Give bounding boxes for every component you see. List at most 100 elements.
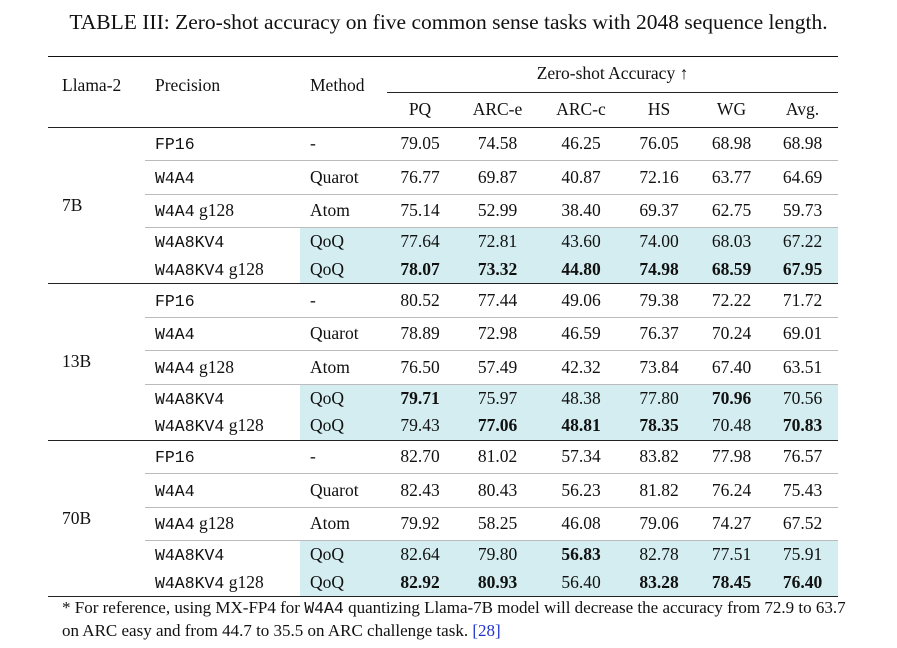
value-cell: 76.77 — [385, 160, 455, 194]
column-header: HS — [622, 93, 696, 128]
value-cell: 70.83 — [767, 412, 839, 441]
table-row: W4A4 Quarot 82.43 80.43 56.23 81.82 76.24 75.43 — [48, 473, 839, 507]
method-cell: Quarot — [300, 473, 385, 507]
table-row: 70B FP16 - 82.70 81.02 57.34 83.82 77.98 76.57 — [48, 440, 838, 597]
table-row: W4A8KV4 g128 QoQ 79.43 77.06 48.81 78.35 70.48… — [48, 412, 839, 441]
value-cell: 69.87 — [455, 160, 540, 194]
precision-code: W4A8KV4 — [155, 546, 225, 566]
value-cell: 79.05 — [400, 133, 440, 154]
value-cell: 40.87 — [540, 160, 622, 194]
method-cell: QoQ — [300, 255, 385, 284]
value-cell: 78.45 — [696, 568, 767, 597]
value-cell: 62.75 — [696, 193, 767, 228]
value-cell: 81.02 — [477, 446, 518, 467]
value-cell: 57.49 — [455, 350, 540, 384]
value-cell: 76.57 — [782, 446, 823, 467]
value-cell: 80.93 — [455, 568, 540, 597]
precision-cell: W4A4 — [145, 160, 300, 194]
header-row: PQ ARC-e ARC-c HS WG Avg. — [48, 93, 839, 128]
precision-suffix: g128 — [198, 513, 234, 534]
value-cell: 82.92 — [385, 568, 455, 597]
value-cell: 56.40 — [540, 568, 622, 597]
method-cell: - — [310, 289, 316, 310]
precision-cell: W4A4 — [145, 316, 300, 351]
table-row: W4A4 Quarot 76.77 69.87 40.87 72.16 63.77 64.69 — [48, 160, 839, 194]
value-cell: 58.25 — [455, 506, 540, 541]
value-cell: 46.08 — [540, 506, 622, 541]
table-row: W4A8KV4 g128 QoQ 78.07 73.32 44.80 74.98 68.59… — [48, 255, 839, 284]
value-cell: 48.81 — [540, 412, 622, 441]
value-cell: 68.98 — [711, 133, 752, 154]
column-header: ARC-e — [455, 93, 540, 128]
precision-code: W4A4 — [155, 481, 195, 501]
footnote-code: W4A4 — [304, 599, 344, 618]
method-cell: Atom — [300, 193, 385, 228]
value-cell: 76.40 — [767, 568, 839, 597]
value-cell: 77.51 — [696, 540, 767, 569]
value-cell: 78.07 — [385, 255, 455, 284]
value-cell: 76.24 — [696, 473, 767, 507]
value-cell: 63.77 — [696, 160, 767, 194]
value-cell: 67.40 — [696, 350, 767, 384]
value-cell: 74.58 — [477, 133, 518, 154]
precision-suffix: g128 — [228, 258, 264, 279]
precision-code: W4A8KV4 — [155, 389, 225, 409]
value-cell: 82.43 — [385, 473, 455, 507]
value-cell: 74.98 — [622, 255, 696, 284]
value-cell: 81.82 — [622, 473, 696, 507]
citation-link[interactable]: [28] — [472, 621, 501, 640]
value-cell: 75.97 — [455, 383, 540, 412]
footnote-text: * For reference, using MX-FP4 for — [62, 598, 300, 617]
precision-cell: W4A4 g128 — [145, 193, 300, 228]
value-cell: 72.98 — [455, 316, 540, 351]
precision-cell: W4A8KV4 — [145, 383, 300, 412]
value-cell: 79.80 — [455, 540, 540, 569]
value-cell: 77.44 — [477, 289, 518, 310]
value-cell: 82.70 — [400, 446, 440, 467]
value-cell: 72.22 — [711, 289, 752, 310]
value-cell: 79.06 — [622, 506, 696, 541]
value-cell: 82.78 — [622, 540, 696, 569]
column-header: Avg. — [767, 93, 839, 128]
precision-suffix: g128 — [228, 571, 264, 592]
precision-cell: W4A8KV4 — [145, 227, 300, 256]
precision-cell: W4A4 g128 — [145, 506, 300, 541]
value-cell: 67.95 — [767, 255, 839, 284]
value-cell: 80.52 — [400, 289, 440, 310]
precision-suffix: g128 — [198, 200, 234, 221]
value-cell: 72.16 — [622, 160, 696, 194]
header-cell: Method — [300, 56, 385, 128]
method-cell: - — [310, 133, 316, 154]
table-row: 13B FP16 - 80.52 77.44 49.06 79.38 72.22 71.72 — [48, 283, 838, 441]
value-cell: 73.84 — [622, 350, 696, 384]
value-cell: 78.35 — [622, 412, 696, 441]
model-cell: 7B — [48, 127, 145, 284]
value-cell: 67.52 — [767, 506, 839, 541]
value-cell: 76.37 — [622, 316, 696, 351]
value-cell: 82.64 — [385, 540, 455, 569]
precision-code: W4A4 — [155, 168, 195, 188]
precision-cell: W4A8KV4 g128 — [145, 255, 300, 284]
value-cell: 68.59 — [696, 255, 767, 284]
value-cell: 46.25 — [561, 133, 601, 154]
precision-cell: W4A8KV4 g128 — [145, 412, 300, 441]
table-row: W4A4 Quarot 78.89 72.98 46.59 76.37 70.24 69.01 — [48, 316, 839, 351]
column-header: ARC-c — [540, 93, 622, 128]
value-cell: 79.71 — [385, 383, 455, 412]
value-cell: 76.50 — [385, 350, 455, 384]
precision-cell: FP16 — [145, 127, 300, 161]
method-cell: QoQ — [300, 540, 385, 569]
value-cell: 74.00 — [622, 227, 696, 256]
precision-code: W4A8KV4 — [155, 260, 225, 280]
value-cell: 77.64 — [385, 227, 455, 256]
value-cell: 76.05 — [639, 133, 679, 154]
method-cell: Quarot — [300, 160, 385, 194]
value-cell: 48.38 — [540, 383, 622, 412]
precision-code: W4A8KV4 — [155, 417, 225, 437]
value-cell: 71.72 — [782, 289, 823, 310]
column-header: PQ — [385, 93, 455, 128]
header-cell: Llama-2 — [48, 56, 145, 128]
method-cell: QoQ — [300, 568, 385, 597]
value-cell: 83.28 — [622, 568, 696, 597]
